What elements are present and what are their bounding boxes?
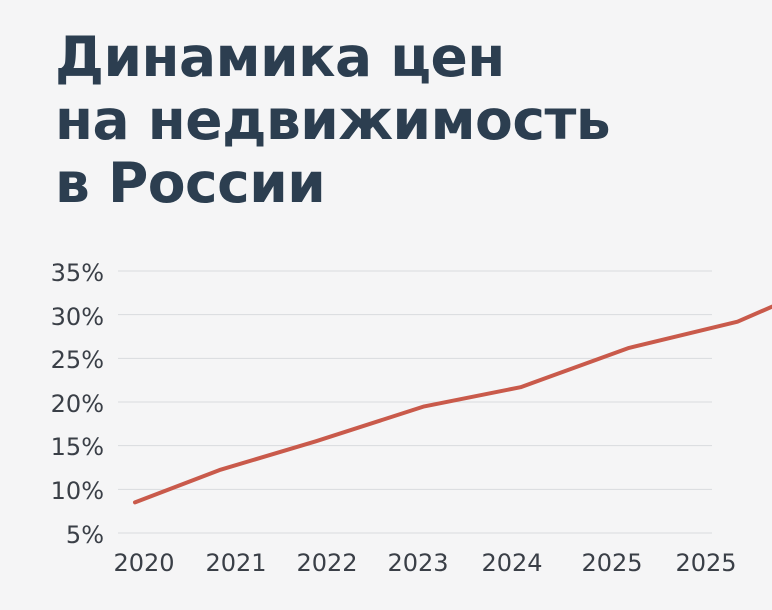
chart-title: Динамика цен на недвижимость в России bbox=[55, 26, 735, 215]
y-tick-label: 10% bbox=[51, 477, 104, 505]
y-tick-label: 20% bbox=[51, 390, 104, 418]
x-axis: 2020 2021 2022 2023 2024 2025 2025 bbox=[113, 549, 736, 577]
chart-title-line: в России bbox=[55, 151, 326, 215]
x-tick-label: 2020 bbox=[113, 549, 174, 577]
series-group bbox=[133, 304, 772, 505]
y-tick-label: 5% bbox=[66, 521, 104, 549]
chart-title-line: Динамика цен bbox=[55, 25, 505, 89]
grid bbox=[118, 270, 712, 534]
chart-title-line: на недвижимость bbox=[55, 88, 611, 152]
series-line bbox=[133, 304, 772, 505]
y-tick-label: 25% bbox=[51, 346, 104, 374]
x-tick-label: 2024 bbox=[481, 549, 542, 577]
y-axis: 35% 30% 25% 20% 15% 10% 5% bbox=[51, 259, 104, 549]
x-tick-label: 2022 bbox=[296, 549, 357, 577]
x-tick-label: 2023 bbox=[387, 549, 448, 577]
y-tick-label: 35% bbox=[51, 259, 104, 287]
x-tick-label: 2025 bbox=[675, 549, 736, 577]
y-tick-label: 15% bbox=[51, 433, 104, 461]
x-tick-label: 2025 bbox=[581, 549, 642, 577]
y-tick-label: 30% bbox=[51, 303, 104, 331]
x-tick-label: 2021 bbox=[205, 549, 266, 577]
